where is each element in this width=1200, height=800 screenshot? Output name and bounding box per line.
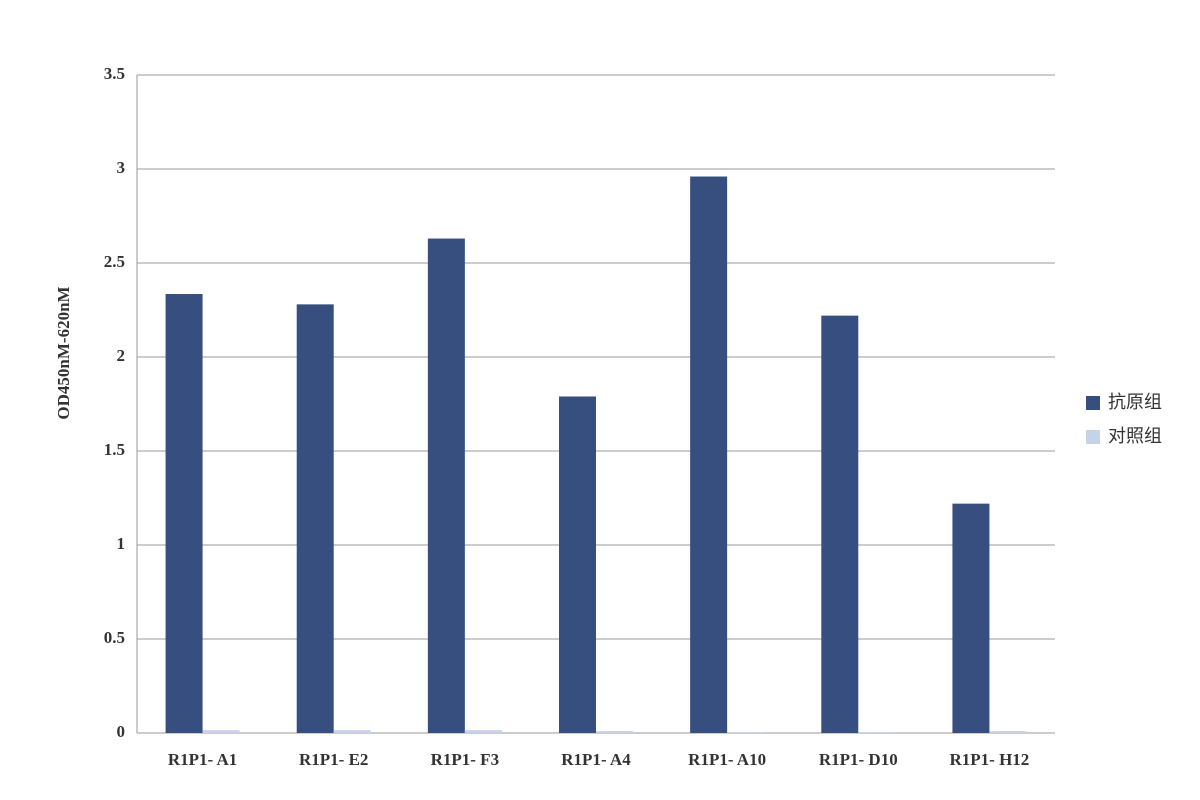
bar (952, 503, 990, 733)
y-tick-label: 1 (117, 534, 126, 553)
y-tick-label: 0 (117, 722, 126, 741)
y-tick-label: 1.5 (104, 440, 125, 459)
y-tick-label: 2 (117, 346, 126, 365)
x-tick-label: R1P1- A1 (168, 750, 237, 769)
x-tick-label: R1P1- A4 (561, 750, 631, 769)
legend-text: 对照组 (1108, 426, 1162, 447)
legend-swatch (1086, 430, 1100, 444)
bar (333, 730, 371, 733)
bar (559, 396, 596, 733)
y-axis-label: OD450nM-620nM (54, 286, 73, 419)
bar (202, 730, 240, 733)
bar (464, 730, 502, 733)
bar (427, 238, 465, 733)
y-tick-label: 3.5 (104, 64, 125, 83)
legend-swatch (1086, 396, 1100, 410)
y-tick-label: 3 (117, 158, 126, 177)
bar (296, 304, 334, 733)
bar (690, 176, 728, 733)
x-tick-label: R1P1- H12 (950, 750, 1030, 769)
y-tick-label: 2.5 (104, 252, 125, 271)
bar (989, 731, 1027, 733)
x-tick-label: R1P1- A10 (688, 750, 766, 769)
bar (596, 731, 633, 733)
x-tick-label: R1P1- D10 (819, 750, 898, 769)
x-tick-label: R1P1- F3 (431, 750, 499, 769)
y-tick-label: 0.5 (104, 628, 125, 647)
bar (858, 732, 896, 733)
x-tick-label: R1P1- E2 (299, 750, 368, 769)
bar (165, 294, 203, 733)
bar (821, 315, 859, 733)
legend-text: 抗原组 (1108, 392, 1162, 413)
bar (727, 732, 765, 733)
